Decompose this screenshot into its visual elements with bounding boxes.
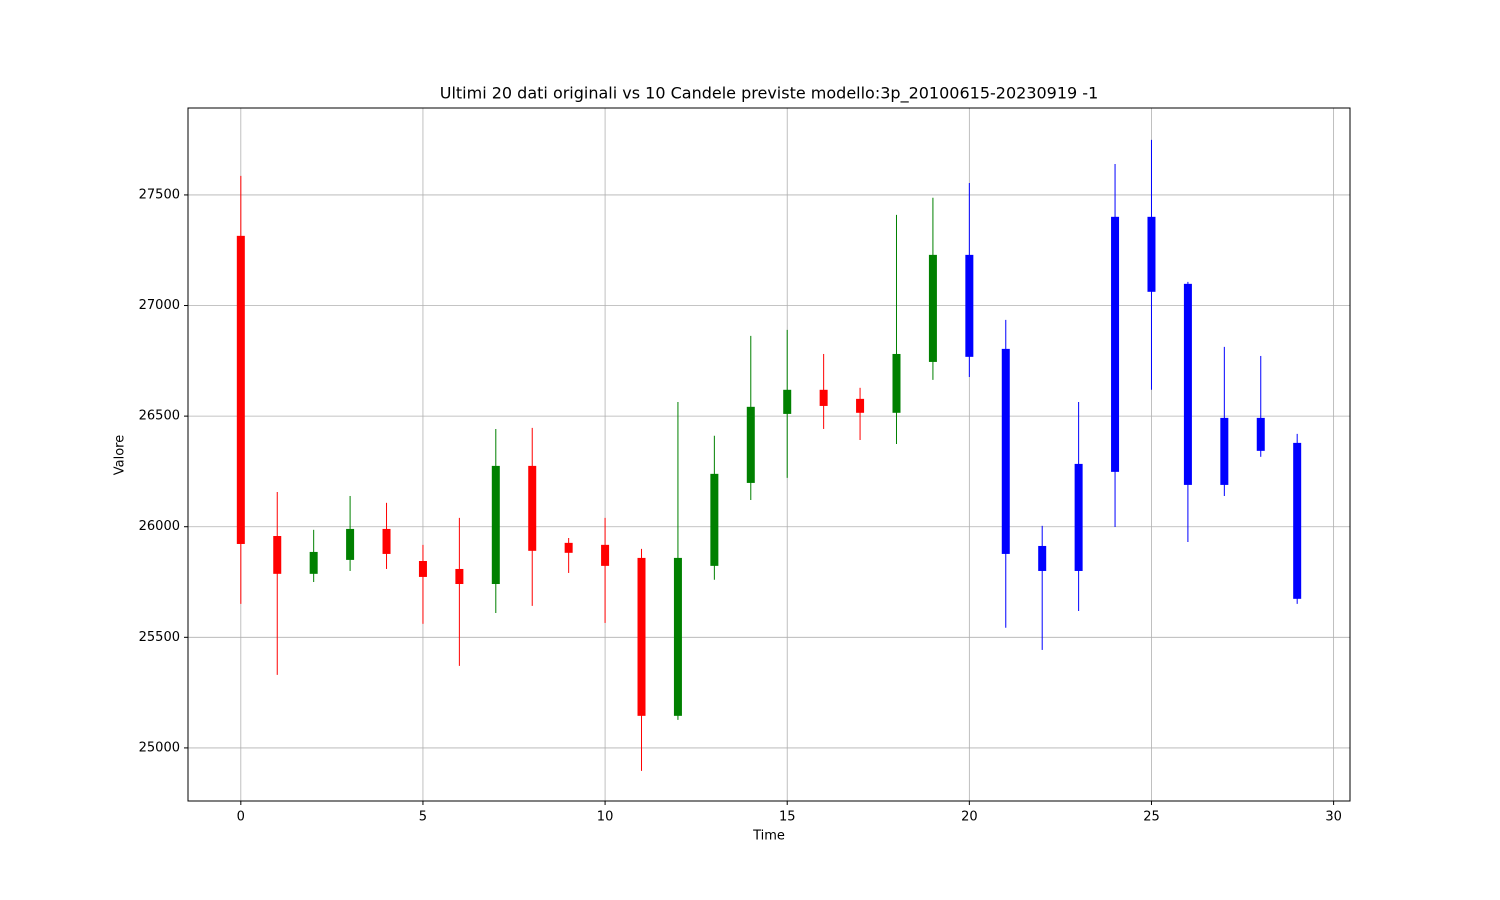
x-tick-label: 15 bbox=[779, 810, 796, 825]
x-tick-label: 25 bbox=[1143, 810, 1160, 825]
candle-body bbox=[418, 561, 427, 577]
candle-body bbox=[564, 542, 573, 553]
y-axis-label: Valore bbox=[113, 435, 128, 475]
y-tick-label: 25500 bbox=[139, 630, 180, 645]
x-tick-label: 5 bbox=[419, 810, 427, 825]
x-tick-label: 30 bbox=[1325, 810, 1342, 825]
candle-body bbox=[346, 528, 355, 560]
candle-body bbox=[1038, 545, 1047, 571]
candle-body bbox=[309, 551, 318, 574]
candle-body bbox=[601, 544, 610, 566]
candle-body bbox=[965, 254, 974, 357]
chart-title: Ultimi 20 dati originali vs 10 Candele p… bbox=[440, 84, 1099, 104]
y-tick-label: 25000 bbox=[139, 740, 180, 755]
candle-body bbox=[455, 568, 464, 585]
candle-body bbox=[1293, 442, 1302, 599]
candle-body bbox=[1147, 216, 1156, 292]
y-tick-label: 26000 bbox=[139, 519, 180, 534]
y-tick-label: 27000 bbox=[139, 298, 180, 313]
y-tick-label: 27500 bbox=[139, 187, 180, 202]
x-tick-label: 10 bbox=[597, 810, 614, 825]
candle-body bbox=[819, 389, 828, 406]
candle-body bbox=[273, 536, 282, 574]
candle-body bbox=[1256, 417, 1265, 451]
candle-body bbox=[928, 254, 937, 362]
candle-body bbox=[491, 465, 500, 585]
candle-body bbox=[637, 557, 646, 716]
x-tick-label: 20 bbox=[961, 810, 978, 825]
x-tick-label: 0 bbox=[237, 810, 245, 825]
candle-body bbox=[710, 473, 719, 566]
candle-body bbox=[1111, 216, 1120, 472]
candle-body bbox=[528, 465, 537, 551]
candle-body bbox=[1001, 348, 1010, 554]
candle-body bbox=[382, 528, 391, 554]
candle-body bbox=[1220, 417, 1229, 485]
candle-body bbox=[1074, 463, 1083, 571]
x-axis-label: Time bbox=[752, 829, 785, 844]
candle-body bbox=[673, 557, 682, 716]
candle-body bbox=[783, 389, 792, 414]
candle-body bbox=[1183, 283, 1192, 485]
candle-body bbox=[856, 398, 865, 413]
candle-body bbox=[892, 353, 901, 413]
y-tick-label: 26500 bbox=[139, 409, 180, 424]
candle-body bbox=[746, 406, 755, 483]
candle-body bbox=[236, 235, 245, 544]
plot-frame bbox=[187, 107, 1351, 802]
